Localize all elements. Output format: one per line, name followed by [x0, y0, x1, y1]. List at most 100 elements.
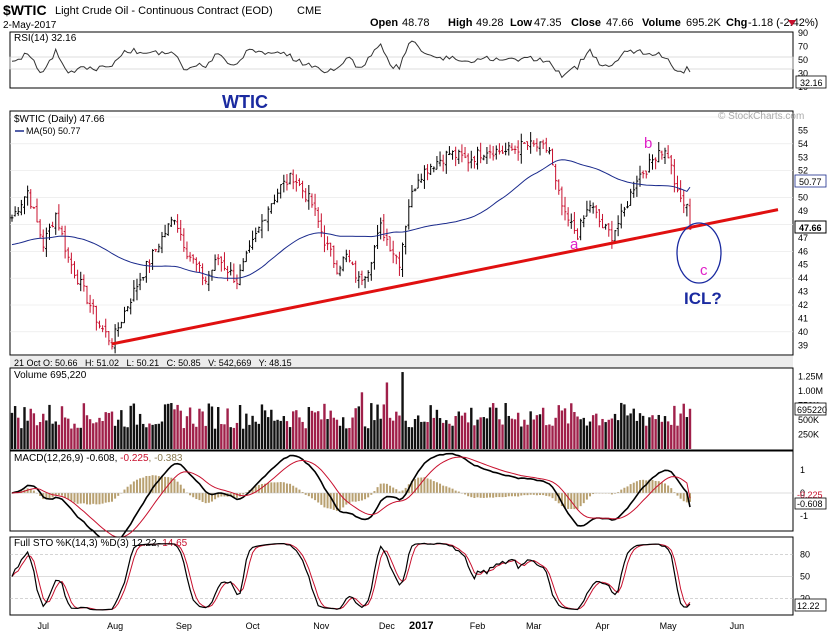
volume-bar: [195, 426, 198, 449]
macd-hist-bar: [289, 483, 292, 493]
low-value: 47.35: [534, 17, 562, 29]
volume-bar: [157, 423, 161, 449]
volume-bar: [676, 425, 679, 449]
volume-title: Volume 695,220: [14, 370, 87, 381]
volume-bar: [623, 404, 626, 449]
rsi-tick-label: 70: [798, 42, 808, 52]
volume-bar: [242, 428, 245, 449]
volume-bar: [223, 424, 226, 449]
volume-bar: [479, 417, 482, 449]
macd-hist-bar: [357, 493, 360, 502]
macd-hist-bar: [101, 493, 104, 504]
volume-bar: [607, 419, 610, 449]
bottom-x-tick-label: Oct: [246, 621, 261, 631]
volume-bar: [45, 420, 48, 449]
volume-bar: [113, 425, 117, 449]
macd-hist-bar: [92, 493, 95, 504]
volume-bar: [513, 419, 517, 449]
bottom-x-tick-label: Dec: [379, 621, 396, 631]
rsi-panel: RSI(14) 32.16 9070503010 32.16: [9, 28, 827, 92]
volume-bar: [238, 405, 242, 449]
volume-bar: [554, 417, 557, 449]
macd-hist-bar: [539, 493, 542, 496]
macd-hist-bar: [192, 493, 195, 498]
macd-hist-bar: [139, 478, 142, 493]
rsi-title: RSI(14) 32.16: [14, 33, 77, 44]
volume-bar: [560, 410, 564, 449]
macd-hist-bar: [170, 477, 173, 493]
macd-hist-bar: [632, 482, 635, 493]
volume-bar: [248, 424, 251, 449]
volume-bar: [26, 420, 29, 449]
volume-bar: [498, 419, 501, 449]
volume-bar: [654, 419, 657, 449]
macd-hist-bar: [426, 478, 429, 493]
volume-tick-label: 1.00M: [798, 386, 823, 396]
macd-hist-bar: [385, 483, 388, 493]
macd-hist-bar: [551, 493, 554, 499]
macd-hist-bar: [660, 482, 663, 493]
signal-value-label: -0.225: [797, 490, 823, 500]
macd-hist-bar: [245, 492, 248, 493]
volume-bar: [254, 421, 257, 449]
price-tick-label: 54: [798, 139, 808, 149]
macd-hist-bar: [60, 493, 63, 496]
sto-tick-label: 20: [800, 593, 810, 603]
macd-hist-bar: [510, 493, 513, 497]
volume-bar: [651, 415, 654, 449]
macd-hist-bar: [473, 493, 476, 499]
price-tick-label: 41: [798, 313, 808, 323]
macd-hist-bar: [326, 493, 329, 509]
price-value-box: [794, 220, 827, 234]
volume-bar: [51, 423, 54, 449]
volume-bar: [138, 413, 142, 449]
price-panel: $WTIC (Daily) 47.66 MA(50) 50.77 WTIC a …: [9, 92, 827, 368]
macd-hist-bar: [548, 493, 551, 497]
volume-bar: [510, 418, 514, 449]
volume-bar: [598, 425, 601, 449]
volume-tick-label: 250K: [798, 430, 819, 440]
volume-bar: [235, 422, 239, 449]
volume-bar: [395, 411, 398, 449]
volume-bar: [345, 428, 348, 449]
price-tick-label: 52: [798, 166, 808, 176]
volume-bar: [170, 403, 173, 449]
volume-bar: [538, 414, 542, 449]
volume-bar: [413, 419, 417, 449]
macd-hist-bar: [182, 488, 185, 493]
low-label: Low: [510, 17, 532, 29]
price-frame: [9, 110, 794, 356]
sto-axis: 80 50 20: [800, 550, 810, 604]
volume-bar: [632, 408, 635, 449]
macd-hist-bar: [576, 493, 579, 510]
macd-hist-bar: [57, 493, 60, 496]
macd-hist-bar: [414, 479, 417, 493]
macd-hist-bar: [110, 493, 113, 502]
macd-hist-bar: [395, 489, 398, 493]
volume-bar: [579, 419, 582, 449]
volume-bar: [604, 422, 607, 449]
macd-hist-bar: [376, 487, 379, 493]
volume-bar: [32, 413, 36, 449]
volume-bar: [535, 415, 539, 449]
volume-bar: [470, 407, 473, 449]
macd-hist-bar: [132, 481, 135, 493]
volume-bar: [70, 428, 73, 449]
macd-hist-bar: [589, 493, 592, 497]
ma-value-box: [794, 174, 827, 188]
macd-hist-bar: [542, 493, 545, 496]
macd-hist-bar: [151, 475, 154, 493]
volume-bar: [145, 427, 148, 449]
price-tick-label: 47: [798, 233, 808, 243]
macd-hist-bar: [285, 483, 288, 493]
macd-hist-bar: [423, 477, 426, 493]
volume-bar: [370, 403, 373, 449]
macd-hist-bar: [629, 484, 632, 493]
volume-bar: [645, 425, 648, 449]
rsi-series-line: [11, 40, 691, 79]
macd-line: [11, 452, 691, 545]
sto-title: Full STO %K(14,3) %D(3) 12.22, 14.65: [14, 538, 188, 549]
sto-value-label: 12.22: [797, 601, 820, 611]
macd-hist-bar: [242, 493, 245, 495]
volume-bar: [432, 417, 435, 449]
